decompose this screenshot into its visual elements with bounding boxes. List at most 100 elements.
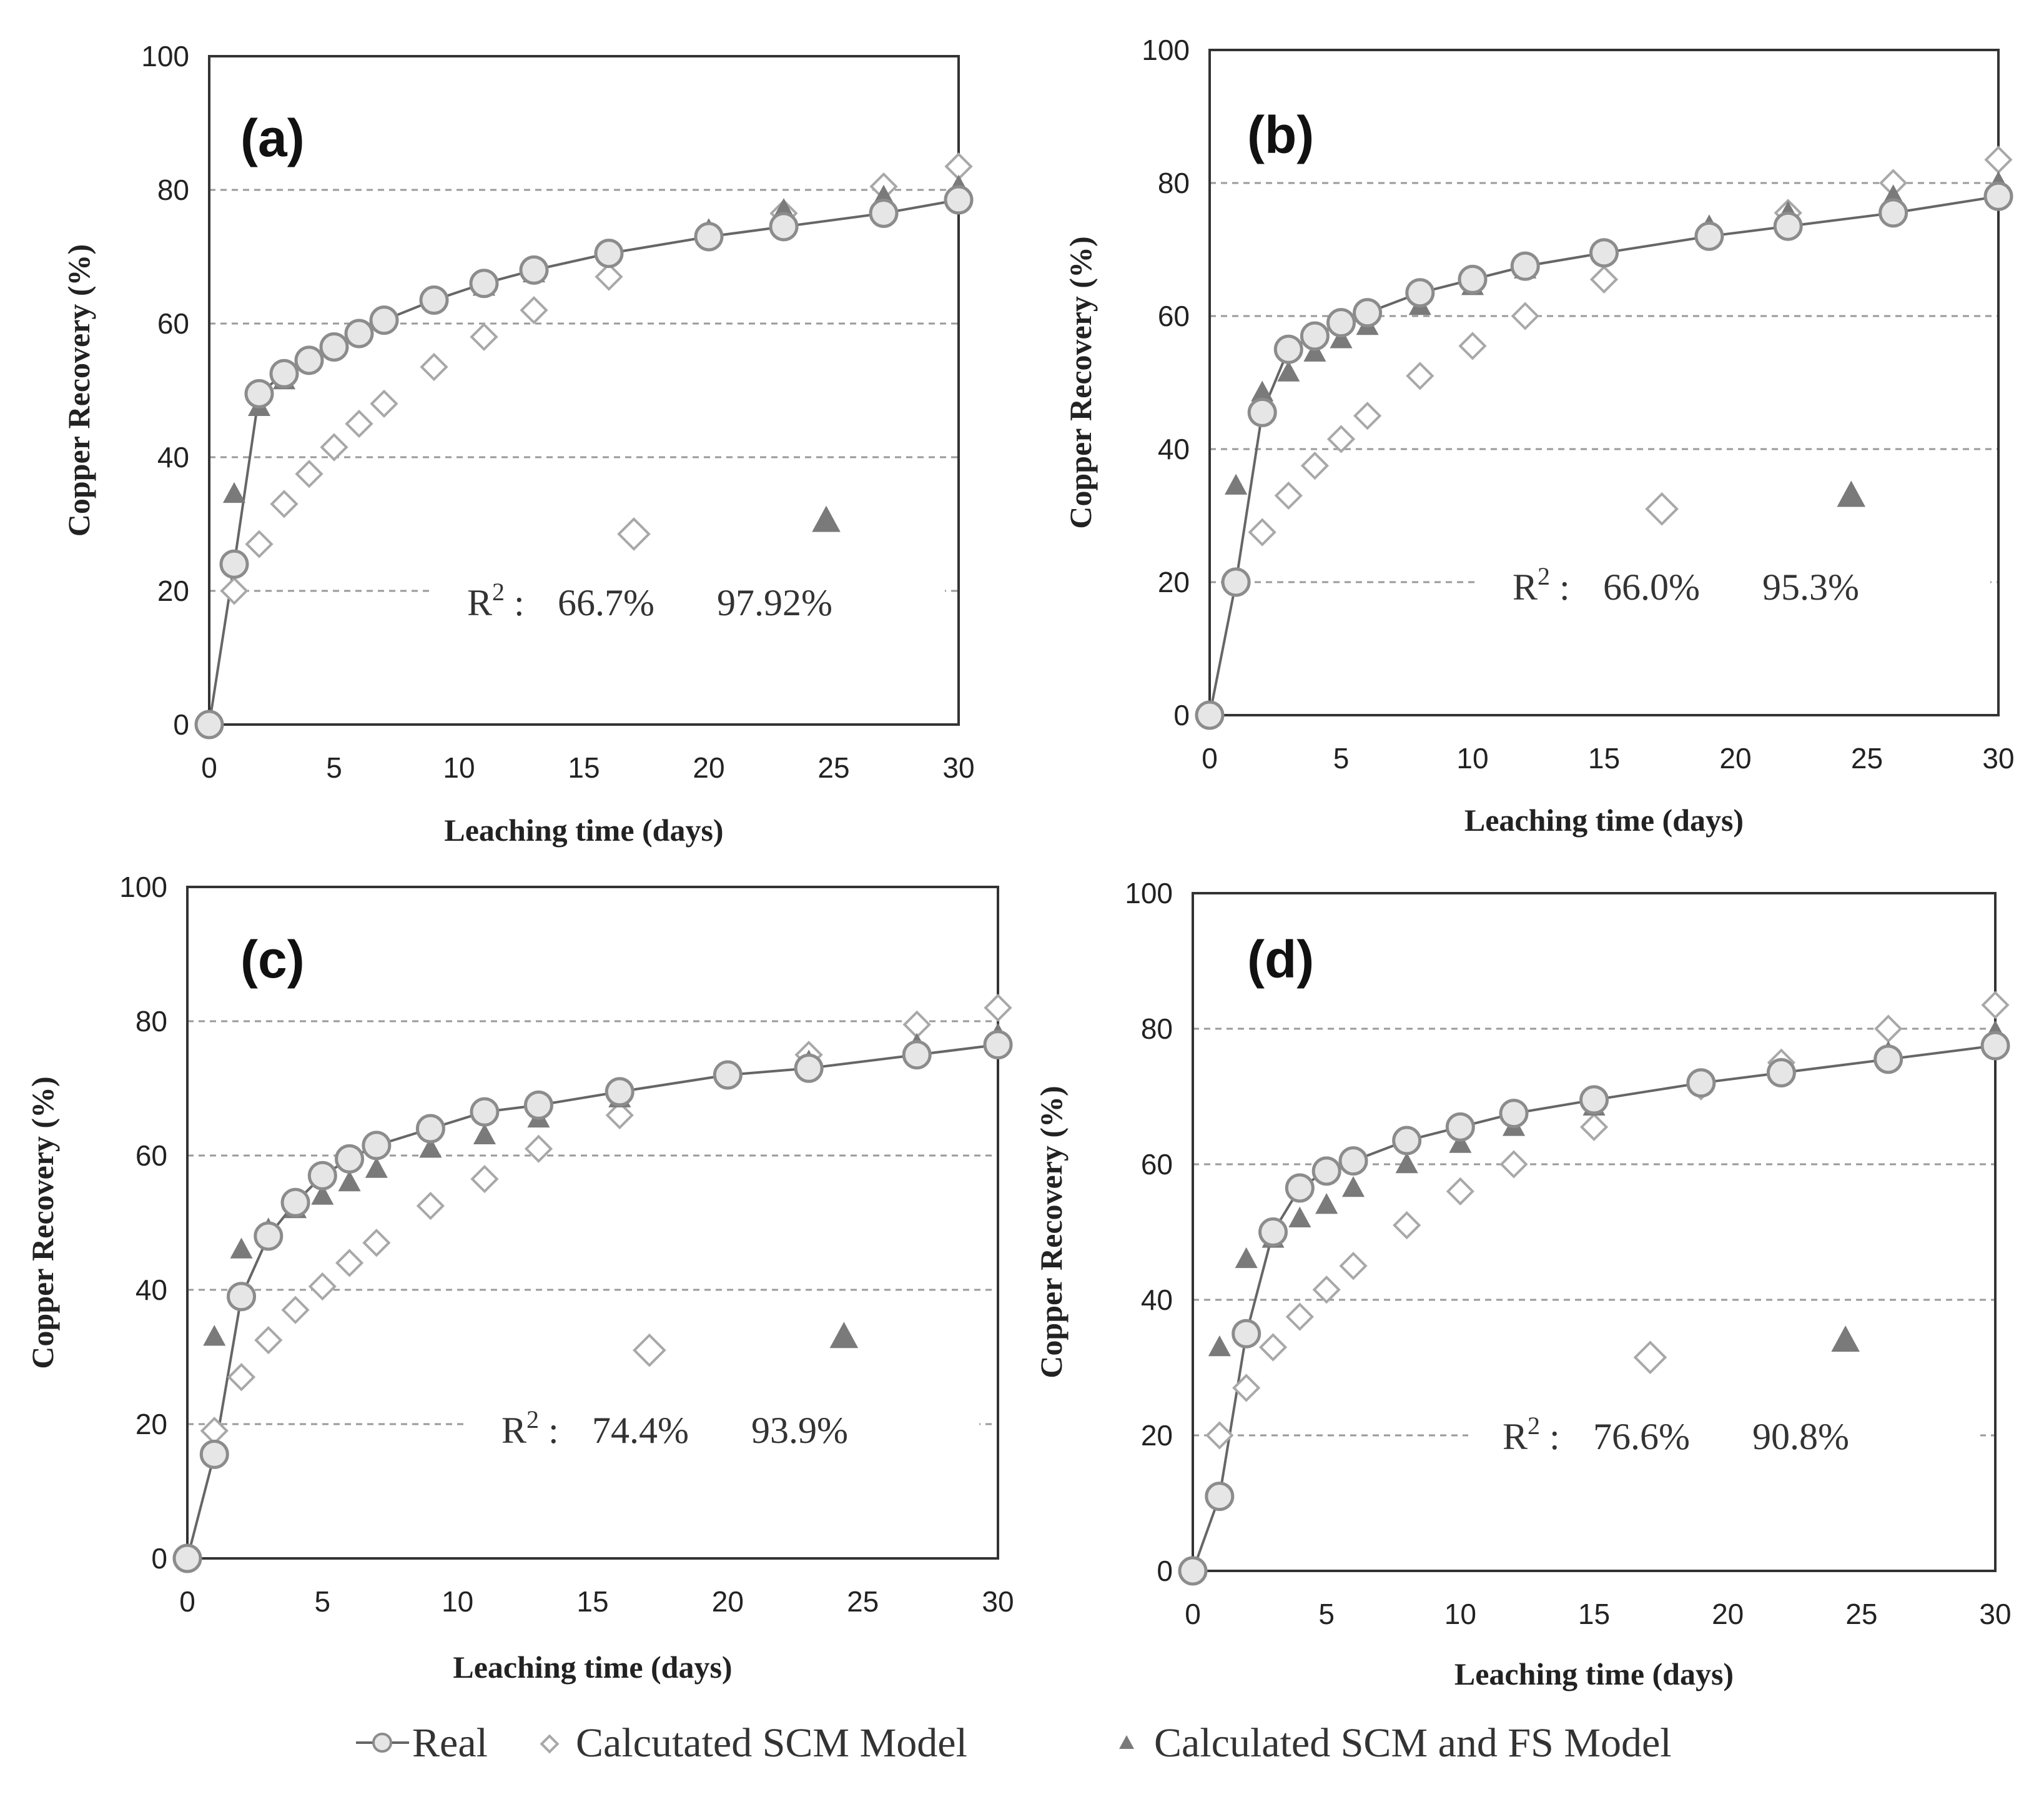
fs-point xyxy=(338,1171,361,1192)
r2-scm-value: 76.6% xyxy=(1593,1416,1690,1457)
x-tick-label: 20 xyxy=(1712,1598,1744,1630)
r2-scm-value: 74.4% xyxy=(592,1410,689,1451)
y-tick-label: 100 xyxy=(119,871,167,903)
fs-point xyxy=(1277,360,1300,382)
y-tick-label: 20 xyxy=(157,575,189,607)
real-point xyxy=(172,1543,202,1573)
real-point xyxy=(1285,1173,1315,1203)
real-point xyxy=(244,379,274,408)
fs-point xyxy=(419,1137,442,1158)
real-point xyxy=(1458,264,1488,294)
scm-point xyxy=(1981,991,2010,1019)
scm-point xyxy=(320,433,348,462)
real-point xyxy=(1273,334,1303,364)
fs-point xyxy=(1341,1176,1365,1197)
y-axis-title: Copper Recovery (%) xyxy=(25,1076,60,1369)
real-point xyxy=(794,1053,824,1083)
real-point xyxy=(605,1077,634,1107)
real-point xyxy=(470,1097,500,1127)
fs-point xyxy=(365,1157,388,1178)
real-point xyxy=(1499,1099,1529,1129)
scm-point xyxy=(1258,1333,1288,1362)
real-point xyxy=(1353,298,1383,328)
r2-fs-value: 93.9% xyxy=(751,1410,848,1451)
real-point xyxy=(469,269,499,299)
scm-point xyxy=(1458,332,1487,360)
scm-point xyxy=(270,490,299,518)
real-point xyxy=(523,1090,553,1120)
y-tick-label: 80 xyxy=(136,1005,167,1037)
real-point xyxy=(1178,1556,1208,1586)
r2-scm-marker xyxy=(1633,1340,1667,1375)
x-tick-label: 30 xyxy=(1982,742,2014,775)
chart-panel-d: 0 20 40 60 80 100 0 5 10 15 20 25 30 Leaching time (d… xyxy=(1034,877,2012,1691)
fs-point xyxy=(1288,1206,1311,1228)
x-tick-label: 15 xyxy=(1588,742,1620,775)
y-tick-label: 60 xyxy=(157,307,189,340)
y-tick-label: 40 xyxy=(1141,1284,1173,1316)
r2-scm-value: 66.7% xyxy=(558,582,654,623)
r2-label-mask xyxy=(467,1415,979,1433)
real-point xyxy=(1766,1058,1796,1088)
fs-point xyxy=(222,482,246,503)
fs-point xyxy=(1235,1247,1258,1269)
real-point xyxy=(902,1040,932,1070)
scm-point xyxy=(1285,1302,1314,1331)
plot-frame xyxy=(186,886,999,1560)
panel-label: (a) xyxy=(240,109,305,167)
r2-fs-value: 90.8% xyxy=(1752,1416,1849,1457)
chart-panel-a: 0 20 40 60 80 100 0 5 10 15 20 25 30 Leaching time (d… xyxy=(61,40,975,848)
r2-scm-value: 66.0% xyxy=(1603,567,1700,608)
real-point xyxy=(1221,567,1251,597)
x-axis-title: Leaching time (days) xyxy=(1464,803,1744,838)
real-point xyxy=(1589,238,1619,268)
scm-point xyxy=(1326,425,1356,453)
real-point xyxy=(1980,1031,2010,1061)
real-point xyxy=(944,185,974,215)
r2-fs-marker xyxy=(812,505,841,532)
x-tick-label: 25 xyxy=(1851,742,1883,775)
plot-frame xyxy=(1208,49,2000,716)
scm-point xyxy=(1274,481,1303,510)
y-tick-label: 40 xyxy=(136,1274,167,1306)
legend-real-marker xyxy=(372,1733,392,1753)
x-axis-title: Leaching time (days) xyxy=(453,1650,732,1685)
legend: Real Calcutated SCM Model Calculated SCM… xyxy=(356,1720,1672,1766)
x-tick-label: 5 xyxy=(326,751,342,784)
fs-point xyxy=(230,1237,253,1259)
scm-point xyxy=(254,1325,283,1355)
real-point xyxy=(1874,1044,1903,1074)
real-point xyxy=(280,1187,310,1217)
r2-label: R2 : xyxy=(501,1405,559,1451)
r2-fs-marker xyxy=(829,1322,859,1349)
x-axis-title: Leaching time (days) xyxy=(1454,1656,1734,1691)
x-tick-label: 10 xyxy=(442,1585,473,1618)
scm-point xyxy=(416,1191,445,1220)
y-tick-label: 80 xyxy=(1141,1012,1173,1045)
x-axis-title: Leaching time (days) xyxy=(444,813,723,848)
r2-label: R2 : xyxy=(467,578,525,623)
r2-fs-marker xyxy=(1831,1325,1860,1352)
scm-point xyxy=(520,295,548,325)
scm-point xyxy=(944,152,973,181)
r2-label: R2 : xyxy=(1503,1412,1560,1457)
r2-scm-marker xyxy=(632,1333,666,1367)
real-point xyxy=(254,1221,284,1251)
real-point xyxy=(1338,1146,1368,1176)
legend-fs-marker xyxy=(1119,1735,1134,1749)
x-tick-label: 30 xyxy=(1979,1598,2011,1630)
real-point xyxy=(1392,1126,1422,1156)
fs-point xyxy=(1449,1132,1472,1153)
real-point xyxy=(1405,278,1435,308)
r2-fs-value: 95.3% xyxy=(1762,567,1859,608)
scm-point xyxy=(902,1010,931,1039)
fs-point xyxy=(1303,340,1326,362)
y-tick-label: 100 xyxy=(1142,34,1190,66)
panel-label: (c) xyxy=(240,930,305,989)
x-tick-label: 0 xyxy=(1185,1598,1201,1630)
x-tick-label: 10 xyxy=(443,751,475,784)
real-point xyxy=(983,1030,1013,1060)
scm-point xyxy=(1984,146,2013,174)
